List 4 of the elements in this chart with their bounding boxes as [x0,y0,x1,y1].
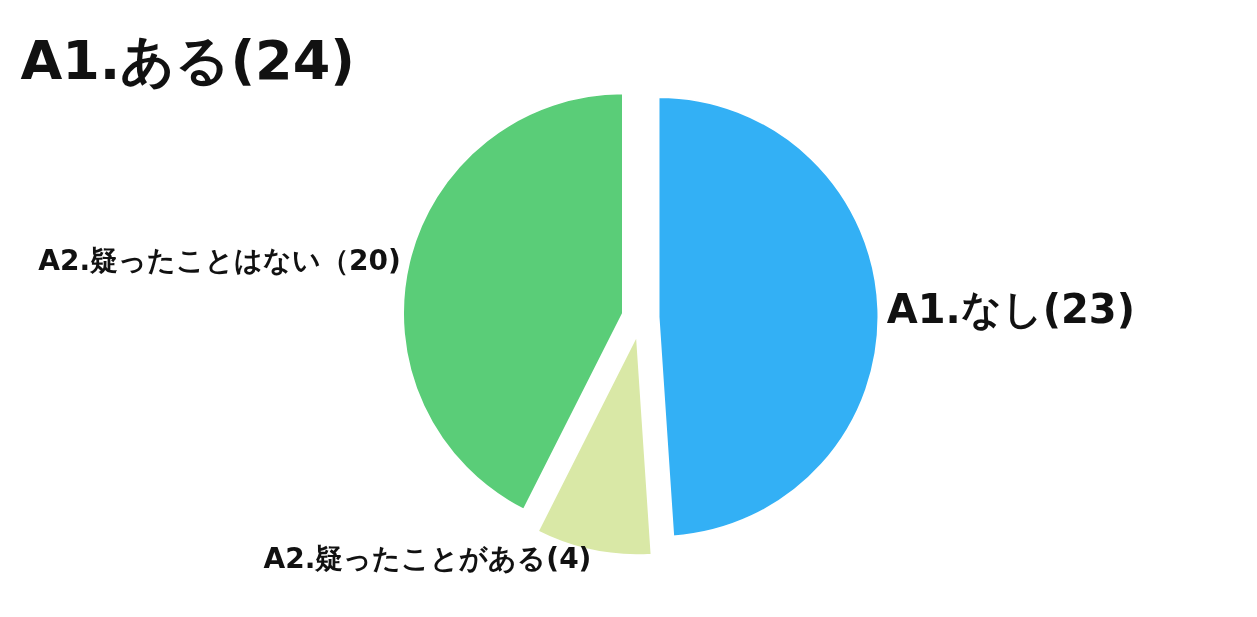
slice-label: A2.疑ったことがある(4) [263,542,592,576]
slice-label: A2.疑ったことはない（20) [38,243,401,277]
slice-label: A1.なし(23) [886,286,1135,333]
text: A1.ある(24) [20,29,355,92]
